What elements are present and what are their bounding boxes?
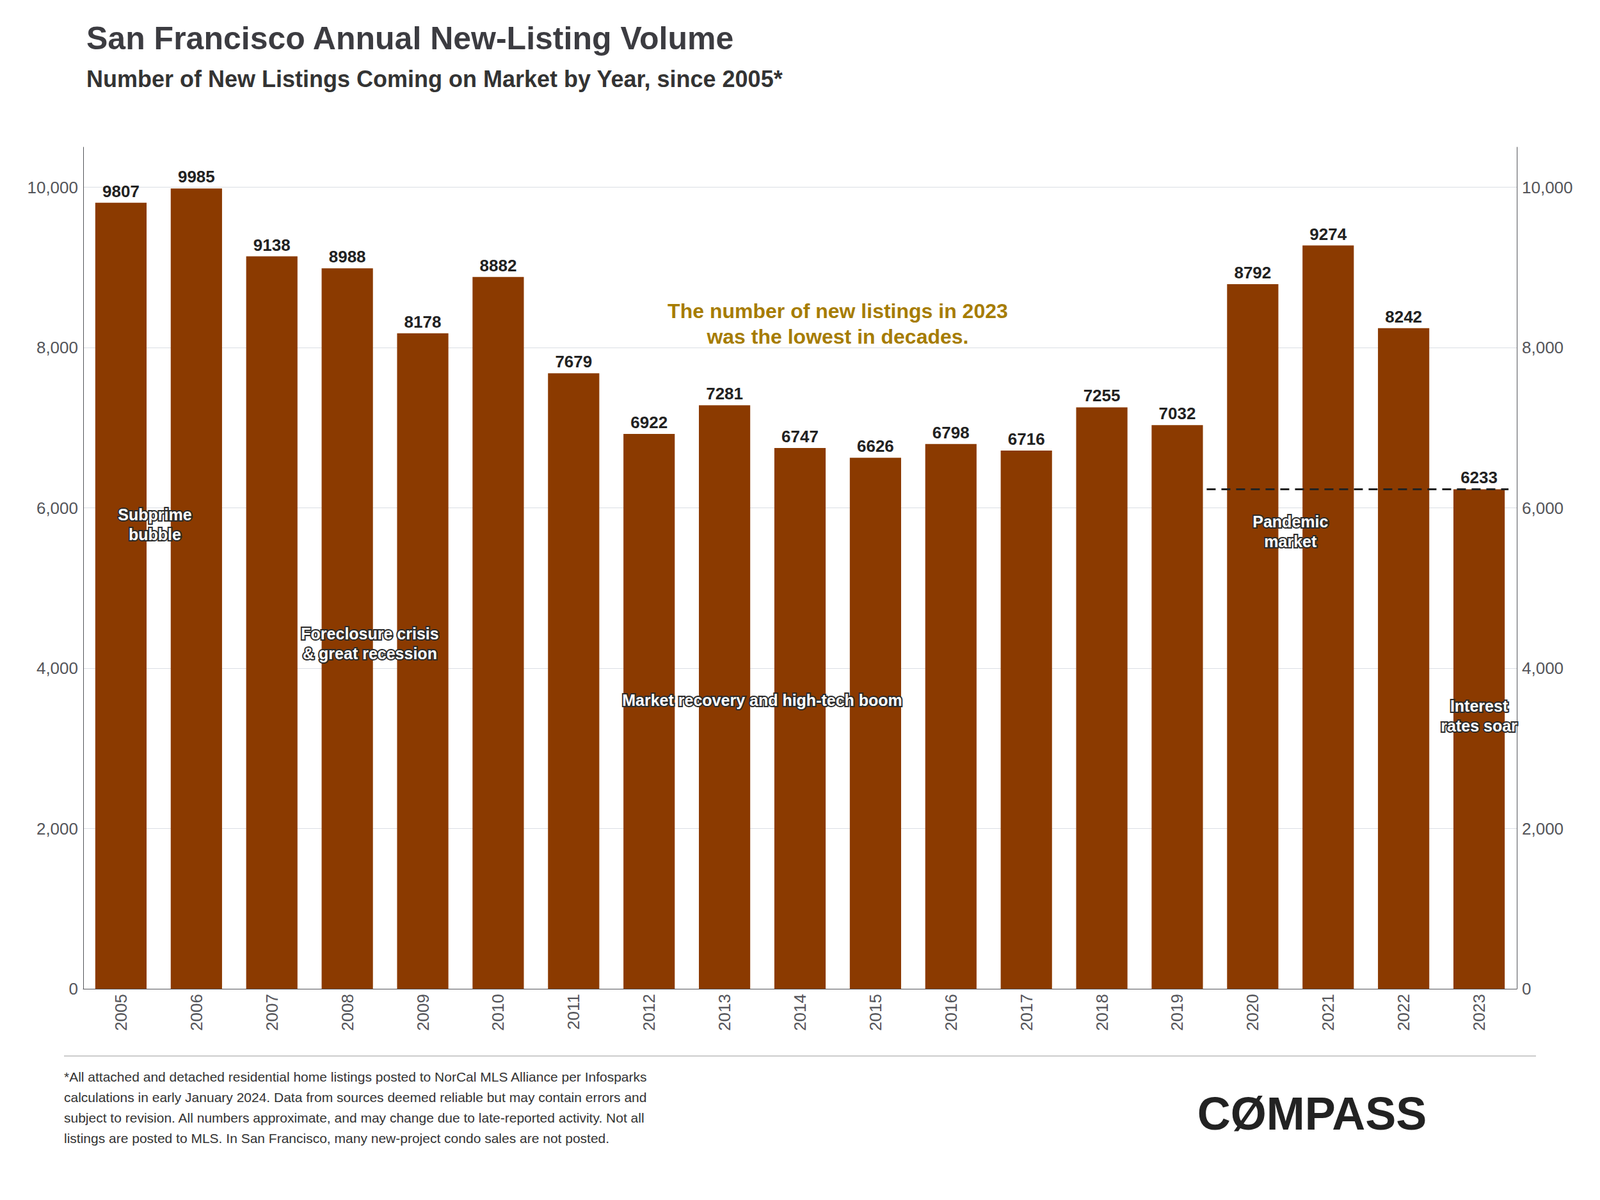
svg-text:was the lowest in decades.: was the lowest in decades. [705, 325, 969, 349]
svg-text:8178: 8178 [404, 312, 442, 332]
svg-text:Foreclosure crisis: Foreclosure crisis [300, 624, 439, 643]
svg-text:0: 0 [1521, 979, 1531, 999]
svg-text:bubble: bubble [128, 525, 182, 544]
svg-text:6626: 6626 [856, 436, 895, 456]
svg-text:7255: 7255 [1083, 385, 1121, 406]
svg-text:2018: 2018 [1092, 993, 1112, 1032]
svg-text:6,000: 6,000 [1521, 498, 1564, 518]
svg-text:& great recession: & great recession [302, 644, 438, 663]
svg-text:2,000: 2,000 [36, 819, 79, 839]
svg-text:8988: 8988 [328, 247, 367, 267]
svg-text:2006: 2006 [186, 993, 207, 1032]
svg-text:2015: 2015 [865, 993, 886, 1032]
svg-text:Subprime: Subprime [117, 505, 192, 524]
svg-text:4,000: 4,000 [1521, 658, 1564, 678]
svg-text:6922: 6922 [630, 412, 668, 432]
svg-text:8242: 8242 [1384, 307, 1423, 327]
svg-text:2012: 2012 [639, 993, 659, 1032]
svg-text:calculations in early January: calculations in early January 2024. Data… [64, 1089, 647, 1105]
svg-text:2014: 2014 [790, 993, 810, 1032]
svg-text:Interest: Interest [1450, 696, 1509, 715]
svg-text:10,000: 10,000 [1521, 177, 1574, 198]
svg-text:market: market [1264, 532, 1318, 551]
svg-text:7281: 7281 [705, 384, 744, 404]
svg-text:4,000: 4,000 [36, 658, 79, 678]
svg-text:The number of new listings in: The number of new listings in 2023 [667, 299, 1008, 323]
svg-text:2016: 2016 [941, 993, 961, 1032]
svg-text:San Francisco Annual New-Listi: San Francisco Annual New-Listing Volume [86, 20, 734, 57]
svg-text:2021: 2021 [1318, 993, 1338, 1032]
svg-text:6233: 6233 [1460, 467, 1498, 488]
svg-text:2,000: 2,000 [1521, 819, 1564, 839]
svg-text:9274: 9274 [1309, 224, 1347, 244]
svg-text:2020: 2020 [1242, 993, 1263, 1032]
svg-text:2011: 2011 [563, 993, 584, 1030]
svg-text:subject to revision. All numbe: subject to revision. All numbers approxi… [64, 1110, 645, 1126]
svg-text:0: 0 [69, 979, 79, 999]
svg-text:8882: 8882 [479, 256, 517, 276]
svg-text:2009: 2009 [413, 993, 433, 1032]
svg-text:7032: 7032 [1159, 403, 1197, 424]
svg-text:2013: 2013 [714, 993, 735, 1032]
svg-text:9807: 9807 [102, 181, 140, 201]
svg-text:10,000: 10,000 [26, 177, 79, 198]
svg-text:6798: 6798 [932, 423, 970, 443]
svg-text:2017: 2017 [1016, 993, 1037, 1032]
svg-text:2019: 2019 [1167, 993, 1187, 1032]
svg-text:listings are posted to MLS. In: listings are posted to MLS. In San Franc… [64, 1130, 610, 1146]
svg-text:CØMPASS: CØMPASS [1197, 1088, 1428, 1140]
svg-text:2008: 2008 [337, 993, 358, 1032]
svg-text:6716: 6716 [1008, 429, 1046, 449]
svg-text:Market recovery and high-tech: Market recovery and high-tech boom [622, 691, 903, 710]
svg-text:rates soar: rates soar [1440, 716, 1518, 735]
svg-text:9138: 9138 [253, 235, 291, 255]
svg-text:9985: 9985 [177, 167, 216, 187]
svg-text:2023: 2023 [1469, 993, 1489, 1032]
svg-text:2010: 2010 [488, 993, 508, 1032]
svg-text:6747: 6747 [781, 426, 819, 447]
svg-text:Pandemic: Pandemic [1252, 512, 1328, 531]
svg-text:8792: 8792 [1233, 263, 1272, 283]
svg-text:8,000: 8,000 [1521, 337, 1564, 358]
svg-text:8,000: 8,000 [36, 337, 79, 358]
svg-text:2005: 2005 [111, 993, 131, 1032]
svg-text:2022: 2022 [1393, 993, 1414, 1032]
svg-text:6,000: 6,000 [36, 498, 79, 518]
svg-text:Number of New Listings Coming: Number of New Listings Coming on Market … [86, 65, 783, 93]
svg-text:*All attached and detached res: *All attached and detached residential h… [64, 1069, 648, 1085]
svg-text:2007: 2007 [262, 993, 282, 1032]
svg-text:7679: 7679 [554, 352, 592, 372]
